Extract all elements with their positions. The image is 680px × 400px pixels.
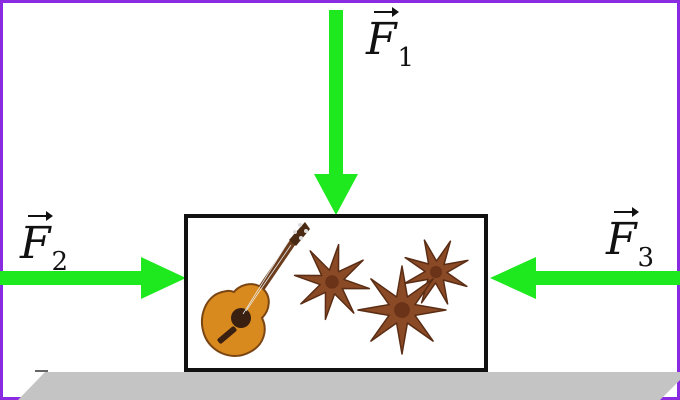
label-f2: F2 (20, 211, 68, 275)
arrow-f3 (490, 257, 680, 299)
arrow-f1 (314, 10, 358, 215)
guitar-icon (201, 222, 310, 357)
star-anise-icon (293, 239, 469, 355)
label-f3: F3 (606, 207, 654, 271)
arrow-f2 (0, 257, 186, 299)
label-f1: F1 (366, 7, 414, 71)
ground-surface (18, 372, 680, 400)
